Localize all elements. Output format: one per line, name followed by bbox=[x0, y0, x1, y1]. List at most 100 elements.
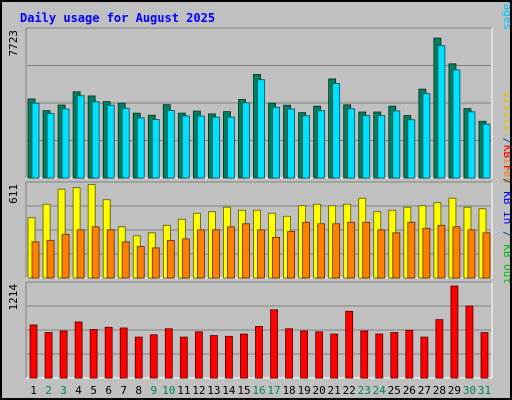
x-tick-day-24: 24 bbox=[373, 384, 387, 397]
x-tick-day-1: 1 bbox=[30, 384, 37, 397]
x-tick-day-18: 18 bbox=[282, 384, 295, 397]
bar-files-day-20 bbox=[317, 110, 326, 179]
x-tick-day-13: 13 bbox=[207, 384, 220, 397]
x-tick-day-20: 20 bbox=[313, 384, 326, 397]
bar-sites-day-28 bbox=[437, 224, 446, 279]
bar-kb-f-day-28 bbox=[435, 319, 444, 379]
bar-files-day-15 bbox=[242, 102, 250, 179]
bar-sites-day-18 bbox=[287, 230, 295, 279]
bar-kb-f-day-12 bbox=[194, 331, 203, 379]
x-tick-day-4: 4 bbox=[75, 384, 82, 397]
bar-sites-day-16 bbox=[257, 229, 265, 279]
bar-sites-day-8 bbox=[136, 245, 145, 279]
bar-sites-day-15 bbox=[242, 223, 250, 279]
bar-kb-f-day-21 bbox=[330, 333, 339, 379]
bar-files-day-1 bbox=[31, 102, 40, 179]
x-tick-day-22: 22 bbox=[343, 384, 356, 397]
panel-series-label: Hits Files Pages bbox=[501, 2, 512, 30]
bar-sites-day-19 bbox=[302, 221, 310, 279]
bar-sites-day-7 bbox=[121, 241, 130, 279]
bar-kb-f-day-7 bbox=[119, 327, 128, 379]
bar-sites-day-26 bbox=[407, 221, 416, 279]
series-label-part: / bbox=[501, 131, 512, 144]
bar-files-day-11 bbox=[181, 115, 190, 179]
bar-kb-f-day-27 bbox=[420, 336, 429, 379]
x-tick-day-16: 16 bbox=[252, 384, 265, 397]
bar-files-day-14 bbox=[227, 116, 235, 179]
x-tick-day-23: 23 bbox=[358, 384, 371, 397]
bar-kb-f-day-17 bbox=[270, 309, 278, 379]
bar-files-day-17 bbox=[272, 106, 280, 179]
bar-sites-day-25 bbox=[392, 232, 401, 279]
bar-sites-day-9 bbox=[151, 247, 160, 279]
bar-kb-f-day-15 bbox=[240, 333, 248, 379]
x-tick-day-11: 11 bbox=[177, 384, 190, 397]
bar-kb-f-day-2 bbox=[44, 332, 53, 379]
series-label-part: Pages bbox=[501, 2, 512, 30]
bar-kb-f-day-11 bbox=[179, 336, 188, 379]
bar-sites-day-27 bbox=[422, 227, 431, 279]
bar-files-day-29 bbox=[452, 69, 461, 179]
x-tick-day-6: 6 bbox=[105, 384, 112, 397]
bar-kb-f-day-19 bbox=[300, 330, 308, 379]
bar-kb-f-day-9 bbox=[149, 334, 158, 379]
x-tick-day-5: 5 bbox=[90, 384, 97, 397]
x-tick-day-21: 21 bbox=[328, 384, 341, 397]
bar-kb-f-day-31 bbox=[480, 332, 489, 379]
bar-files-day-18 bbox=[287, 108, 295, 179]
bar-sites-day-31 bbox=[482, 232, 491, 279]
x-tick-day-29: 29 bbox=[448, 384, 461, 397]
series-label-part: Visits bbox=[501, 91, 512, 131]
x-tick-day-7: 7 bbox=[120, 384, 127, 397]
bar-files-day-24 bbox=[377, 115, 386, 179]
bar-kb-f-day-18 bbox=[285, 328, 293, 379]
bar-sites-day-22 bbox=[347, 221, 356, 279]
x-tick-day-8: 8 bbox=[135, 384, 142, 397]
bar-files-day-2 bbox=[46, 113, 55, 179]
x-tick-day-28: 28 bbox=[433, 384, 446, 397]
x-tick-day-14: 14 bbox=[222, 384, 236, 397]
bar-kb-f-day-1 bbox=[29, 324, 38, 379]
bar-files-day-30 bbox=[467, 111, 476, 179]
bar-files-day-25 bbox=[392, 110, 401, 179]
bar-sites-day-4 bbox=[76, 229, 85, 279]
panel-max-label: 611 bbox=[7, 184, 20, 204]
panel-max-label: 1214 bbox=[7, 284, 20, 311]
x-tick-day-15: 15 bbox=[237, 384, 250, 397]
bar-kb-f-day-20 bbox=[315, 331, 324, 379]
bar-files-day-27 bbox=[422, 93, 431, 179]
bar-files-day-12 bbox=[196, 115, 205, 179]
x-tick-day-17: 17 bbox=[267, 384, 280, 397]
bar-sites-day-5 bbox=[91, 226, 100, 279]
bar-sites-day-23 bbox=[362, 221, 371, 279]
bar-kb-f-day-13 bbox=[210, 335, 218, 379]
bar-kb-f-day-3 bbox=[59, 330, 68, 379]
bar-kb-f-day-8 bbox=[134, 336, 143, 379]
bar-sites-day-30 bbox=[467, 229, 476, 279]
bar-files-day-19 bbox=[302, 115, 310, 179]
bar-files-day-31 bbox=[482, 123, 491, 179]
bar-kb-f-day-16 bbox=[255, 326, 263, 379]
x-tick-day-27: 27 bbox=[418, 384, 431, 397]
bar-files-day-28 bbox=[437, 45, 446, 179]
bar-sites-day-2 bbox=[46, 239, 55, 279]
panel-kbf-kbin-kbout: 1214 KB F / KB In / KB Out bbox=[7, 145, 512, 379]
bar-kb-f-day-24 bbox=[375, 333, 384, 379]
bar-sites-day-21 bbox=[332, 223, 341, 279]
bar-files-day-7 bbox=[121, 107, 130, 179]
bar-files-day-6 bbox=[106, 104, 115, 179]
bar-files-day-13 bbox=[212, 116, 220, 179]
panel-max-label: 7723 bbox=[7, 30, 20, 57]
series-label-part: / bbox=[501, 171, 512, 184]
bar-kb-f-day-14 bbox=[225, 335, 233, 379]
bar-kb-f-day-23 bbox=[360, 330, 369, 379]
series-label-part: KB F bbox=[501, 145, 512, 172]
bar-files-day-26 bbox=[407, 119, 416, 179]
bar-files-day-3 bbox=[61, 108, 70, 179]
bar-kb-f-day-22 bbox=[345, 310, 354, 379]
bar-sites-day-13 bbox=[212, 229, 220, 279]
bar-kb-f-day-26 bbox=[405, 329, 414, 379]
bar-files-day-21 bbox=[332, 83, 341, 179]
